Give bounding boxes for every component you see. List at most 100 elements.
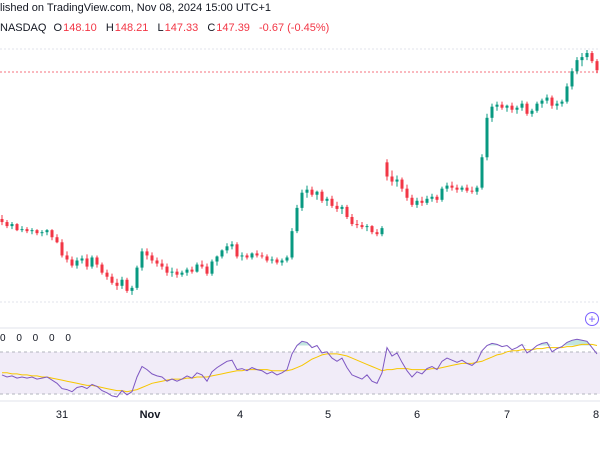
candle-body — [40, 232, 44, 234]
candle-body — [225, 246, 229, 251]
candle-body — [220, 250, 224, 257]
candle-body — [550, 97, 554, 106]
candle-body — [575, 60, 579, 72]
time-axis-label: 7 — [504, 409, 510, 421]
candle-body — [510, 105, 514, 110]
candle-body — [265, 256, 269, 261]
candle-body — [245, 255, 249, 258]
candle-body — [450, 185, 454, 188]
candle-body — [465, 187, 469, 191]
candle-body — [300, 192, 304, 208]
candle-body — [175, 271, 179, 275]
candle-body — [580, 57, 584, 61]
candle-body — [390, 176, 394, 182]
candle-body — [35, 230, 39, 234]
candles-group — [0, 50, 599, 295]
candle-body — [480, 157, 484, 188]
candle-body — [370, 226, 374, 233]
open-label: O — [53, 22, 63, 34]
rsi-ma-line — [2, 343, 598, 393]
candle-body — [90, 257, 94, 267]
candle-body — [350, 216, 354, 225]
candle-body — [155, 260, 159, 264]
candle-body — [105, 272, 109, 277]
candle-body — [100, 264, 104, 273]
candle-body — [210, 261, 214, 274]
candle-body — [545, 97, 549, 101]
candle-body — [85, 258, 89, 267]
ohlc-legend: NASDAQ O148.10 H148.21 L147.33 C147.39 -… — [0, 22, 335, 34]
candle-body — [285, 257, 289, 261]
candle-body — [410, 197, 414, 205]
plus-circle-icon[interactable]: + — [585, 312, 599, 326]
candle-body — [130, 287, 134, 291]
candle-body — [490, 106, 494, 118]
candle-body — [380, 228, 384, 235]
candle-body — [375, 232, 379, 235]
time-axis: 31 Nov 4 5 6 7 8 — [56, 409, 599, 421]
candle-body — [5, 222, 9, 227]
candle-body — [500, 104, 504, 108]
candle-body — [275, 259, 279, 263]
candle-body — [595, 61, 599, 71]
candle-body — [440, 188, 444, 200]
rsi-overbought-fill — [2, 339, 597, 346]
candle-body — [515, 107, 519, 110]
time-axis-label: 31 — [56, 409, 68, 421]
candle-body — [255, 253, 259, 256]
publish-info: lished on TradingView.com, Nov 08, 2024 … — [0, 2, 271, 14]
candle-body — [355, 224, 359, 226]
candle-body — [455, 187, 459, 190]
low-label: L — [157, 22, 164, 34]
time-axis-label: 8 — [593, 409, 599, 421]
candle-body — [395, 179, 399, 182]
rsi-line — [1, 338, 598, 398]
candle-body — [470, 190, 474, 192]
candle-body — [385, 162, 389, 177]
candle-body — [195, 264, 199, 272]
candle-body — [495, 104, 499, 107]
candle-body — [505, 105, 509, 108]
candle-body — [120, 279, 124, 286]
candle-body — [55, 237, 59, 243]
open-value: 148.10 — [63, 22, 97, 34]
candle-body — [260, 255, 264, 257]
candle-body — [335, 205, 339, 209]
rsi-group — [1, 338, 598, 398]
candle-body — [310, 189, 314, 195]
candle-body — [205, 266, 209, 274]
high-label: H — [105, 22, 114, 34]
candle-body — [270, 259, 274, 261]
candle-body — [425, 198, 429, 203]
candle-body — [445, 185, 449, 189]
candle-body — [565, 86, 569, 102]
candle-body — [215, 256, 219, 262]
candle-body — [30, 230, 34, 232]
candle-body — [305, 189, 309, 193]
candle-body — [420, 200, 424, 203]
candle-body — [170, 271, 174, 273]
candle-body — [65, 255, 69, 260]
close-label: C — [207, 22, 216, 34]
candle-body — [525, 103, 529, 114]
candle-body — [45, 230, 49, 233]
candle-body — [555, 103, 559, 106]
candle-body — [125, 279, 129, 291]
candle-body — [340, 206, 344, 209]
time-axis-label: Nov — [140, 409, 162, 421]
candle-body — [280, 260, 284, 263]
candle-body — [570, 71, 574, 87]
time-axis-label: 6 — [414, 409, 420, 421]
candle-body — [315, 191, 319, 195]
candle-body — [230, 244, 234, 247]
candle-body — [20, 229, 24, 231]
candle-body — [190, 269, 194, 272]
candle-body — [140, 251, 144, 268]
candle-body — [590, 53, 594, 62]
time-axis-label: 4 — [237, 409, 243, 421]
candle-body — [240, 255, 244, 257]
time-axis-label: 5 — [325, 409, 331, 421]
candle-body — [235, 244, 239, 257]
candle-body — [185, 269, 189, 273]
